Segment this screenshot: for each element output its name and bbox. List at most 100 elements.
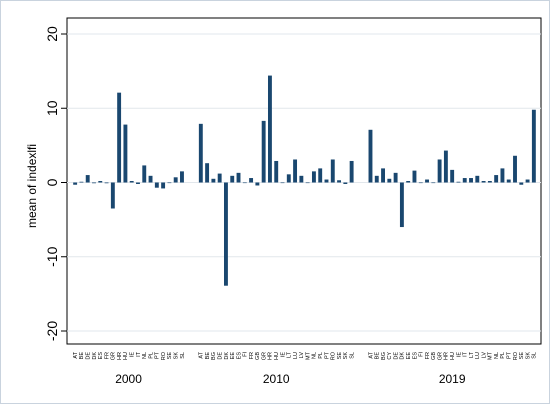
- x-tick-label-sk: SK: [343, 352, 349, 360]
- x-tick-label-ro: RO: [161, 351, 167, 360]
- bar-2010-sk: [343, 182, 348, 184]
- bar-2019-ee: [406, 181, 411, 183]
- bar-2019-lv: [481, 181, 486, 183]
- x-tick-label-it: IT: [136, 351, 142, 357]
- x-tick-label-ie: IE: [129, 352, 135, 358]
- x-tick-label-de: DE: [217, 352, 223, 360]
- grid-layer: [66, 17, 542, 345]
- x-tick-label-sk: SK: [525, 352, 531, 360]
- bar-2000-fr: [104, 182, 109, 184]
- bar-2000-sk: [173, 177, 178, 183]
- x-tick-label-fr: FR: [249, 352, 255, 359]
- x-tick-label-nl: NL: [312, 352, 318, 359]
- x-tick-label-sl: SL: [532, 352, 538, 359]
- x-tick-label-be: BE: [375, 352, 381, 360]
- bar-2000-ie: [129, 181, 134, 183]
- x-tick-label-nl: NL: [142, 352, 148, 359]
- bar-2000-be: [79, 181, 84, 183]
- bar-2010-de: [217, 173, 222, 183]
- bar-2019-de: [393, 172, 398, 183]
- bar-2000-pl: [148, 175, 153, 183]
- bar-2010-ie: [280, 182, 285, 184]
- bar-2010-pt: [324, 179, 329, 183]
- bar-2010-es: [236, 172, 241, 183]
- bar-2019-gb: [431, 182, 436, 184]
- x-tick-label-se: SE: [167, 352, 173, 360]
- x-tick-label-at: AT: [73, 351, 79, 358]
- x-tick-label-de: DE: [86, 352, 92, 360]
- x-tick-label-lv: LV: [481, 352, 487, 359]
- bar-2010-gr: [261, 120, 266, 183]
- y-tick-label: -10: [44, 246, 60, 266]
- x-tick-label-be: BE: [79, 352, 85, 360]
- bar-2010-dk: [224, 182, 228, 286]
- y-tick-label: 0: [44, 178, 60, 186]
- axis-layer: mean of indexlfi: [25, 33, 67, 332]
- x-tick-label-sk: SK: [173, 352, 179, 360]
- x-tick-label-nl: NL: [494, 352, 500, 359]
- y-tick-label: -20: [44, 321, 60, 341]
- x-tick-label-dk: DK: [224, 352, 230, 360]
- bar-2010-ee: [230, 175, 235, 183]
- x-tick-label-fi: FI: [419, 352, 425, 357]
- bar-2019-fi: [418, 182, 423, 184]
- x-tick-label-lu: LU: [293, 352, 299, 359]
- x-tick-label-fi: FI: [243, 352, 249, 357]
- bar-2000-hr: [117, 92, 122, 183]
- bar-2010-lt: [286, 174, 291, 183]
- x-tick-label-pt: PT: [507, 351, 513, 359]
- bar-2019-nl: [494, 175, 499, 183]
- x-tick-label-lt: LT: [287, 351, 293, 358]
- x-tick-label-ro: RO: [331, 351, 337, 360]
- bar-2019-fr: [425, 179, 429, 183]
- bar-2019-pl: [500, 168, 505, 183]
- x-tick-label-se: SE: [337, 352, 343, 360]
- bar-2010-at: [198, 123, 203, 183]
- x-tick-label-es: ES: [412, 352, 418, 360]
- x-tick-label-gr: GR: [437, 352, 443, 360]
- bar-2019-sk: [525, 179, 530, 183]
- x-tick-label-de: DE: [393, 352, 399, 360]
- x-tick-label-fr: FR: [104, 352, 110, 359]
- bar-2000-hu: [123, 124, 128, 183]
- bar-2000-sl: [180, 171, 184, 183]
- x-tick-label-hr: HR: [444, 352, 450, 360]
- x-tick-label-hu: HU: [274, 352, 280, 360]
- x-tick-label-mt: MT: [488, 351, 494, 360]
- bar-2010-fi: [242, 182, 247, 184]
- bar-2019-hu: [450, 169, 455, 183]
- bar-2000-pt: [154, 182, 159, 188]
- bar-2019-bg: [381, 168, 385, 183]
- x-tick-label-bg: BG: [381, 352, 387, 360]
- bar-2019-dk: [399, 182, 404, 228]
- x-tick-label-es: ES: [236, 352, 242, 360]
- x-tick-label-hu: HU: [123, 352, 129, 360]
- x-tick-label-ee: EE: [406, 352, 412, 360]
- bar-2010-lu: [293, 159, 298, 183]
- x-tick-labels: AT BE DE DK ES FR GR HR HU IE IT NL PL PT RO SE SK SL AT BE…: [73, 351, 538, 360]
- x-tick-label-hu: HU: [450, 352, 456, 360]
- x-tick-label-ie: IE: [456, 352, 462, 358]
- x-tick-label-pl: PL: [148, 352, 154, 359]
- plot-area-frame: [66, 17, 542, 345]
- bar-2019-at: [368, 129, 373, 183]
- bar-2019-hr: [443, 150, 448, 183]
- bar-2000-es: [98, 181, 103, 183]
- bar-2019-se: [519, 182, 524, 185]
- x-tick-label-es: ES: [98, 352, 104, 360]
- x-tick-label-it: IT: [463, 351, 469, 357]
- x-tick-label-fr: FR: [425, 352, 431, 359]
- bar-2010-bg: [211, 178, 216, 183]
- bar-2019-ro: [513, 155, 517, 183]
- x-tick-label-pt: PT: [324, 351, 330, 359]
- x-tick-label-gb: GB: [255, 352, 261, 360]
- y-tick-label: 10: [44, 100, 60, 116]
- bar-2010-sl: [349, 160, 354, 183]
- x-tick-label-hr: HR: [117, 352, 123, 360]
- x-tick-label-gb: GB: [431, 352, 437, 360]
- bar-2000-it: [136, 182, 140, 184]
- x-tick-label-mt: MT: [305, 351, 311, 360]
- x-tick-label-be: BE: [205, 352, 211, 360]
- x-tick-label-lu: LU: [475, 352, 481, 359]
- bar-2019-lu: [475, 175, 480, 183]
